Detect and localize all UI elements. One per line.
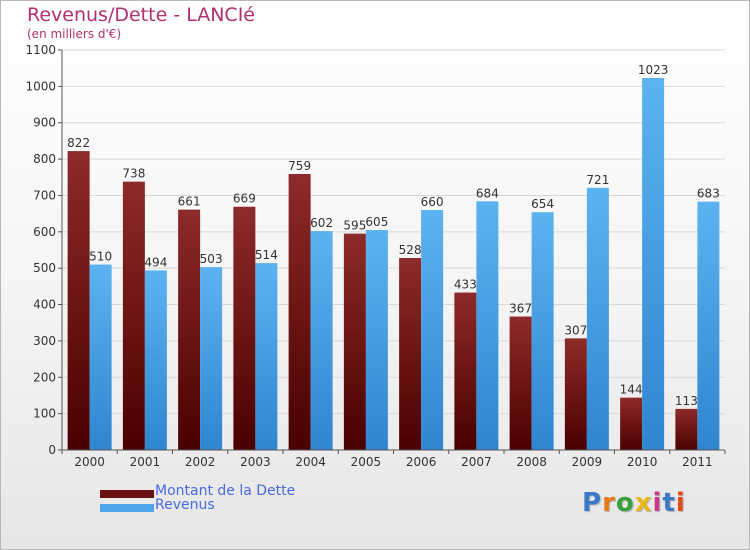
- data-label-revenus-2001: 494: [144, 255, 167, 269]
- bar-revenus-2003: [255, 263, 278, 450]
- axes: 0 100 200 300 400 500 600 700 800 900 1000 1100 2000…: [25, 43, 726, 469]
- bar-revenus-2010: [642, 78, 665, 450]
- x-tick-label-2006: 2006: [406, 455, 437, 469]
- chart-title: Revenus/Dette - LANCIé: [27, 4, 255, 26]
- bar-debt-2005: [343, 233, 366, 450]
- data-label-revenus-2009: 721: [586, 173, 609, 187]
- data-label-debt-2003: 669: [233, 192, 256, 206]
- data-label-debt-2005: 595: [343, 219, 366, 233]
- y-tick-label-500: 500: [33, 261, 56, 275]
- y-tick-label-0: 0: [48, 443, 56, 457]
- bar-debt-2004: [288, 174, 311, 450]
- bar-revenus-2004: [310, 231, 333, 450]
- bar-debt-2006: [399, 258, 422, 450]
- bar-revenus-2002: [200, 267, 223, 450]
- bar-revenus-2011: [697, 201, 720, 450]
- x-tick-label-2002: 2002: [185, 455, 216, 469]
- x-tick-label-2011: 2011: [682, 455, 713, 469]
- bar-revenus-2005: [365, 230, 388, 450]
- y-tick-label-700: 700: [33, 188, 56, 202]
- x-tick-label-2007: 2007: [461, 455, 492, 469]
- data-label-revenus-2010: 1023: [638, 63, 669, 77]
- bar-revenus-2008: [531, 212, 554, 450]
- data-labels: 822 510 738 494 661 503 669 514 759 602 595 605 528 6…: [67, 63, 720, 408]
- legend-label-revenus: Revenus: [155, 497, 215, 513]
- data-label-revenus-2011: 683: [697, 187, 720, 201]
- y-tick-label-600: 600: [33, 225, 56, 239]
- data-label-revenus-2006: 660: [421, 195, 444, 209]
- bar-debt-2011: [675, 408, 698, 450]
- data-label-revenus-2007: 684: [476, 186, 499, 200]
- proxiti-logo: Proxiti: [582, 488, 686, 518]
- data-label-revenus-2005: 605: [365, 215, 388, 229]
- bar-debt-2008: [509, 316, 532, 450]
- x-tick-label-2010: 2010: [627, 455, 658, 469]
- data-label-debt-2010: 144: [620, 383, 643, 397]
- data-label-debt-2007: 433: [454, 278, 477, 292]
- legend-swatch-revenus: [100, 504, 154, 512]
- y-tick-label-100: 100: [33, 407, 56, 421]
- bar-revenus-2007: [476, 201, 499, 450]
- y-tick-label-1000: 1000: [25, 79, 56, 93]
- legend-swatch-debt: [100, 490, 154, 498]
- y-tick-label-800: 800: [33, 152, 56, 166]
- bar-debt-2009: [564, 338, 587, 450]
- x-tick-label-2004: 2004: [295, 455, 326, 469]
- data-label-revenus-2003: 514: [255, 248, 278, 262]
- chart-subtitle: (en milliers d'€): [27, 27, 122, 41]
- x-tick-label-2001: 2001: [130, 455, 161, 469]
- data-label-revenus-2002: 503: [200, 252, 223, 266]
- data-label-revenus-2000: 510: [89, 250, 112, 264]
- bar-revenus-2001: [144, 270, 167, 450]
- x-tick-label-2003: 2003: [240, 455, 271, 469]
- bar-debt-2007: [454, 292, 477, 450]
- data-label-debt-2008: 367: [509, 302, 532, 316]
- y-tick-label-200: 200: [33, 370, 56, 384]
- bar-debt-2010: [620, 397, 643, 450]
- legend-label-debt: Montant de la Dette: [155, 483, 296, 499]
- x-tick-label-2008: 2008: [516, 455, 547, 469]
- data-label-revenus-2008: 654: [531, 197, 554, 211]
- bar-revenus-2009: [586, 187, 609, 450]
- y-tick-label-400: 400: [33, 298, 56, 312]
- data-label-debt-2011: 113: [675, 394, 698, 408]
- bar-debt-2002: [178, 209, 201, 450]
- bar-debt-2000: [67, 151, 90, 450]
- data-label-debt-2009: 307: [564, 323, 587, 337]
- data-label-debt-2006: 528: [399, 243, 422, 257]
- data-label-debt-2004: 759: [288, 159, 311, 173]
- data-label-debt-2002: 661: [178, 195, 201, 209]
- x-tick-label-2009: 2009: [572, 455, 603, 469]
- y-tick-label-300: 300: [33, 334, 56, 348]
- bar-revenus-2000: [89, 264, 112, 450]
- y-tick-label-1100: 1100: [25, 43, 56, 57]
- bar-debt-2001: [122, 181, 145, 451]
- x-tick-label-2000: 2000: [74, 455, 105, 469]
- x-tick-label-2005: 2005: [351, 455, 382, 469]
- grid-lines: [62, 49, 725, 451]
- bar-debt-2003: [233, 206, 256, 450]
- data-label-debt-2000: 822: [67, 136, 90, 150]
- data-label-debt-2001: 738: [122, 167, 145, 181]
- data-label-revenus-2004: 602: [310, 216, 333, 230]
- bars: [67, 78, 720, 451]
- y-tick-label-900: 900: [33, 116, 56, 130]
- bar-revenus-2006: [421, 210, 444, 450]
